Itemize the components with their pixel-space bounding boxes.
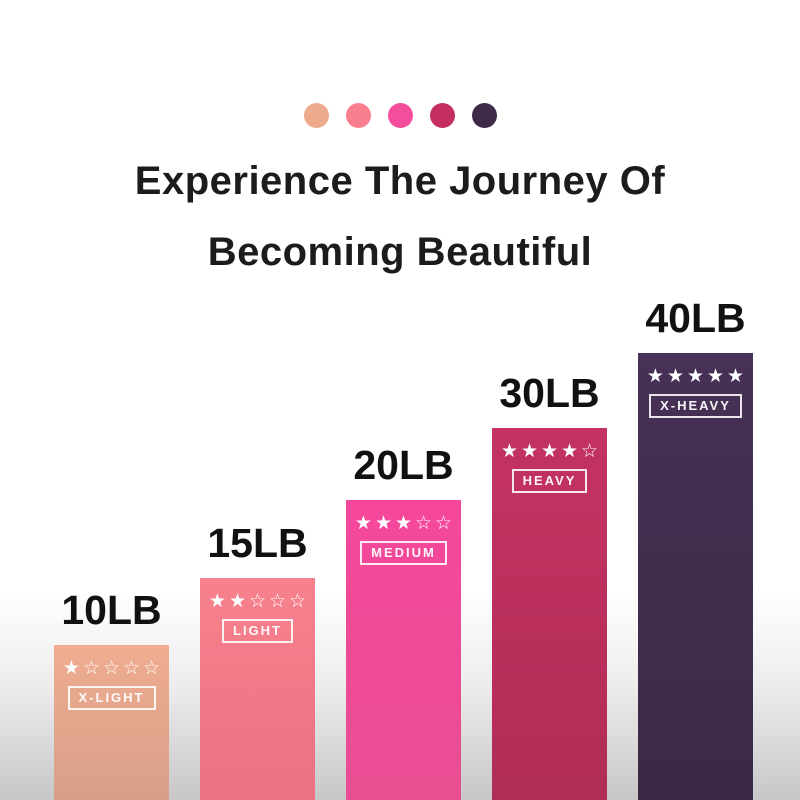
level-badge-heavy: HEAVY (511, 469, 588, 493)
band-x-heavy: 40LB ★★★★★ X-HEAVY (638, 295, 753, 800)
color-palette-row (0, 103, 800, 128)
weight-label-20lb: 20LB (353, 442, 454, 488)
star-rating-5: ★★★★★ (646, 366, 748, 387)
band-medium: 20LB ★★★☆☆ MEDIUM (346, 442, 461, 800)
band-heavy: 30LB ★★★★☆ HEAVY (492, 370, 607, 800)
weight-label-15lb: 15LB (207, 520, 308, 566)
weight-bar-4: ★★★★☆ HEAVY (492, 428, 607, 800)
weight-label-10lb: 10LB (61, 587, 162, 633)
palette-dot-1 (303, 103, 329, 128)
weight-bar-5: ★★★★★ X-HEAVY (638, 353, 753, 800)
level-badge-x-light: X-LIGHT (67, 686, 156, 710)
band-light: 15LB ★★☆☆☆ LIGHT (200, 520, 315, 800)
weight-label-30lb: 30LB (499, 370, 600, 416)
title-line-1: Experience The Journey Of (134, 159, 666, 203)
weight-bar-3: ★★★☆☆ MEDIUM (346, 500, 461, 800)
title-line-2: Becoming Beautiful (207, 230, 593, 274)
star-rating-1: ★☆☆☆☆ (62, 658, 164, 679)
weight-label-40lb: 40LB (645, 295, 746, 341)
palette-dot-5 (471, 103, 497, 128)
star-rating-3: ★★★☆☆ (354, 513, 456, 534)
level-badge-medium: MEDIUM (360, 541, 447, 565)
star-rating-4: ★★★★☆ (500, 441, 602, 462)
palette-dot-3 (387, 103, 413, 128)
palette-dot-2 (345, 103, 371, 128)
weight-bar-2: ★★☆☆☆ LIGHT (200, 578, 315, 800)
star-rating-2: ★★☆☆☆ (208, 591, 310, 612)
band-x-light: 10LB ★☆☆☆☆ X-LIGHT (54, 587, 169, 800)
weight-bar-1: ★☆☆☆☆ X-LIGHT (54, 645, 169, 800)
level-badge-x-heavy: X-HEAVY (649, 394, 742, 418)
page-title: Experience The Journey Of Becoming Beaut… (0, 146, 800, 288)
palette-dot-4 (429, 103, 455, 128)
level-badge-light: LIGHT (222, 619, 293, 643)
